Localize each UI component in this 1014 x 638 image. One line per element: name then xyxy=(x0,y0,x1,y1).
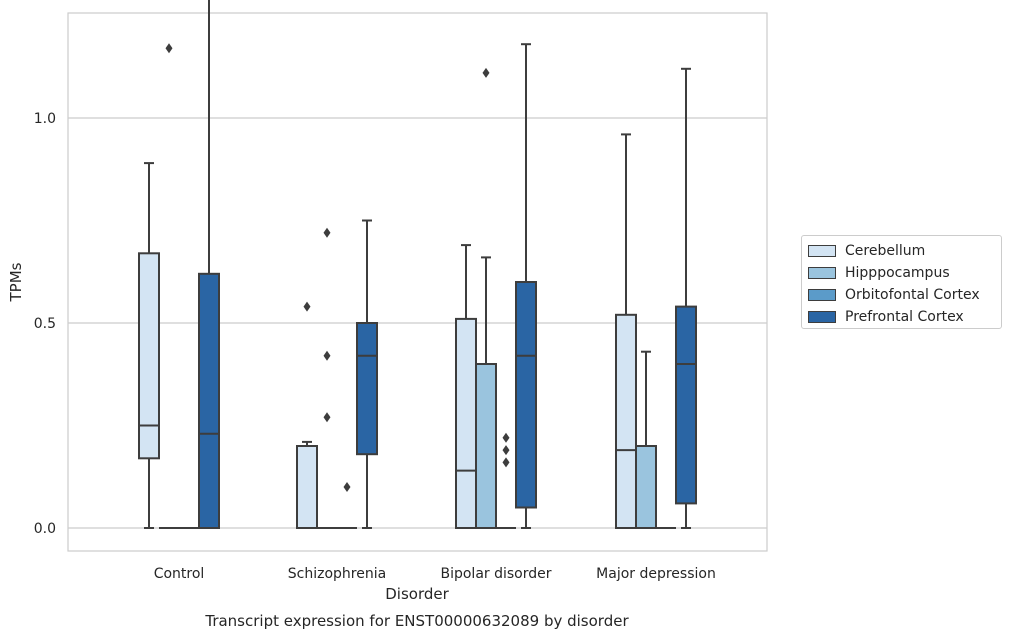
x-tick-label: Schizophrenia xyxy=(288,566,386,582)
x-tick-label: Control xyxy=(154,566,205,582)
outlier-point xyxy=(502,445,510,456)
box-plot xyxy=(635,350,657,529)
legend-label: Orbitofontal Cortex xyxy=(845,287,980,303)
box xyxy=(198,272,220,529)
y-tick-label: 0.5 xyxy=(34,316,56,332)
box-plot xyxy=(675,67,697,529)
box-plot xyxy=(159,43,179,529)
box-plot xyxy=(296,301,318,529)
legend-item: Hipppocampus xyxy=(808,262,1001,284)
x-tick-label: Bipolar disorder xyxy=(440,566,551,582)
outlier-point xyxy=(343,482,351,492)
box xyxy=(356,322,378,456)
outlier-point xyxy=(502,432,510,443)
box xyxy=(296,445,318,529)
legend: Cerebellum Hipppocampus Orbitofontal Cor… xyxy=(801,235,1002,329)
y-tick-label: 1.0 xyxy=(34,111,56,127)
box xyxy=(455,317,477,529)
box-plot xyxy=(475,67,497,529)
legend-label: Hipppocampus xyxy=(845,265,950,281)
legend-item: Orbitofontal Cortex xyxy=(808,284,1001,306)
box-plot xyxy=(337,482,357,529)
outlier-point xyxy=(482,67,490,78)
box-plot xyxy=(198,0,220,529)
box xyxy=(675,305,697,505)
y-tick-label: 0.0 xyxy=(34,521,56,537)
legend-swatch xyxy=(808,267,836,279)
outlier-point xyxy=(323,350,331,361)
legend-swatch xyxy=(808,245,836,257)
tick-labels: 0.00.51.01.52.02.5ControlSchizophreniaBi… xyxy=(34,111,716,582)
legend-item: Cerebellum xyxy=(808,240,1001,262)
legend-label: Prefrontal Cortex xyxy=(845,309,964,325)
legend-swatch xyxy=(808,289,836,301)
box-plot xyxy=(138,162,160,529)
outlier-point xyxy=(502,457,510,468)
y-axis-label: TPMs xyxy=(7,262,25,302)
outlier-point xyxy=(303,301,311,312)
legend-label: Cerebellum xyxy=(845,243,926,259)
outlier-point xyxy=(165,43,173,54)
plot-area xyxy=(67,12,768,552)
box xyxy=(138,252,160,460)
box-plot xyxy=(615,133,637,529)
outlier-point xyxy=(323,412,331,423)
box-plot xyxy=(356,219,378,529)
box-plot xyxy=(317,227,337,529)
box-plot xyxy=(455,244,477,529)
box-plot xyxy=(496,432,516,529)
legend-item: Prefrontal Cortex xyxy=(808,306,1001,328)
box xyxy=(475,363,497,529)
chart-title: Transcript expression for ENST0000063208… xyxy=(204,612,629,630)
box xyxy=(635,445,657,529)
x-axis-label: Disorder xyxy=(385,585,449,603)
box xyxy=(615,313,637,529)
x-tick-label: Major depression xyxy=(596,566,716,582)
boxes xyxy=(138,0,697,529)
box xyxy=(515,281,537,509)
outlier-point xyxy=(323,227,331,238)
legend-swatch xyxy=(808,311,836,323)
box-plot xyxy=(515,43,537,529)
